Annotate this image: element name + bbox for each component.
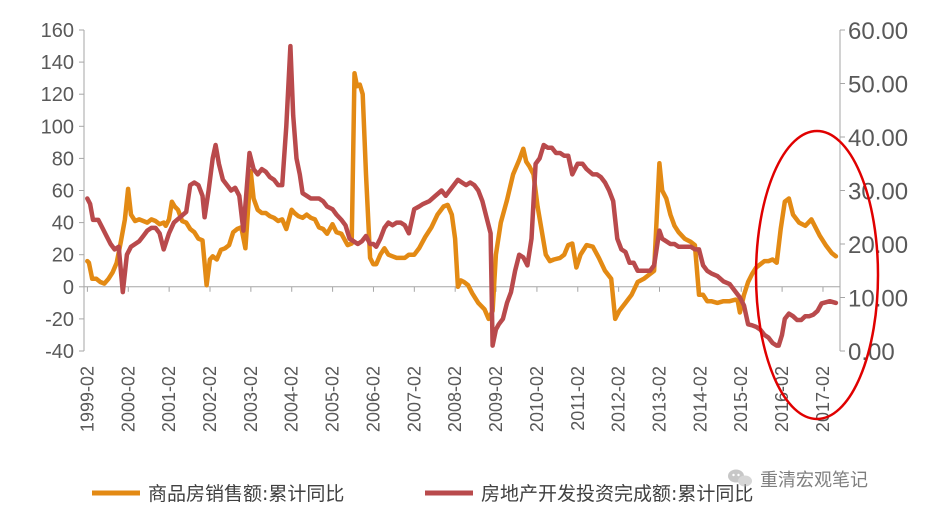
x-tick-label: 2007-02 <box>404 366 424 432</box>
left-tick-label: 0 <box>63 277 74 299</box>
left-tick-label: 60 <box>52 181 74 203</box>
series-line-investment <box>85 43 839 348</box>
x-tick-label: 2008-02 <box>445 366 465 432</box>
x-tick-label: 2004-02 <box>282 366 302 432</box>
left-tick-label: -20 <box>45 309 74 331</box>
x-tick-label: 2002-02 <box>200 366 220 432</box>
x-tick-label: 2015-02 <box>731 366 751 432</box>
right-tick-label: 50.00 <box>848 72 908 99</box>
left-tick-label: 120 <box>41 84 74 106</box>
x-tick-label: 2013-02 <box>650 366 670 432</box>
right-tick-label: 30.00 <box>848 179 908 206</box>
x-tick-label: 1999-02 <box>77 366 97 432</box>
x-tick-label: 2010-02 <box>527 366 547 432</box>
left-tick-label: 20 <box>52 245 74 267</box>
left-tick-label: 40 <box>52 213 74 235</box>
x-tick-label: 2003-02 <box>241 366 261 432</box>
left-tick-label: 140 <box>41 52 74 74</box>
x-tick-label: 2016-02 <box>772 366 792 432</box>
left-axis: -40 -20 0 20 40 60 80 100 120 140 160 <box>41 20 85 363</box>
right-tick-label: 40.00 <box>848 125 908 152</box>
x-tick-label: 2000-02 <box>118 366 138 432</box>
x-axis: 1999-02 2000-02 2001-02 2002-02 2003-02 2004-… <box>77 286 840 432</box>
highlight-ellipse <box>754 129 880 421</box>
left-tick-label: -40 <box>45 341 74 363</box>
right-tick-label: 60.00 <box>848 18 908 45</box>
legend-label-sales: 商品房销售额:累计同比 <box>148 483 344 505</box>
legend: 商品房销售额:累计同比 房地产开发投资完成额:累计同比 <box>92 483 753 505</box>
x-tick-label: 2014-02 <box>690 366 710 432</box>
x-tick-label: 2006-02 <box>363 366 383 432</box>
x-tick-label: 2017-02 <box>813 366 833 432</box>
wechat-icon <box>728 469 752 487</box>
x-tick-label: 2011-02 <box>568 366 588 431</box>
watermark: 重清宏观笔记 <box>728 469 868 491</box>
left-tick-label: 80 <box>52 148 74 170</box>
left-tick-label: 160 <box>41 20 74 42</box>
left-tick-label: 100 <box>41 116 74 138</box>
x-tick-label: 2009-02 <box>486 366 506 432</box>
watermark-text: 重清宏观笔记 <box>760 470 868 491</box>
series-layer <box>85 43 839 348</box>
x-tick-label: 2001-02 <box>159 366 179 432</box>
legend-label-investment: 房地产开发投资完成额:累计同比 <box>481 483 753 505</box>
x-tick-label: 2012-02 <box>609 366 629 432</box>
x-tick-label: 2005-02 <box>323 366 343 432</box>
series-line-sales <box>85 71 839 322</box>
